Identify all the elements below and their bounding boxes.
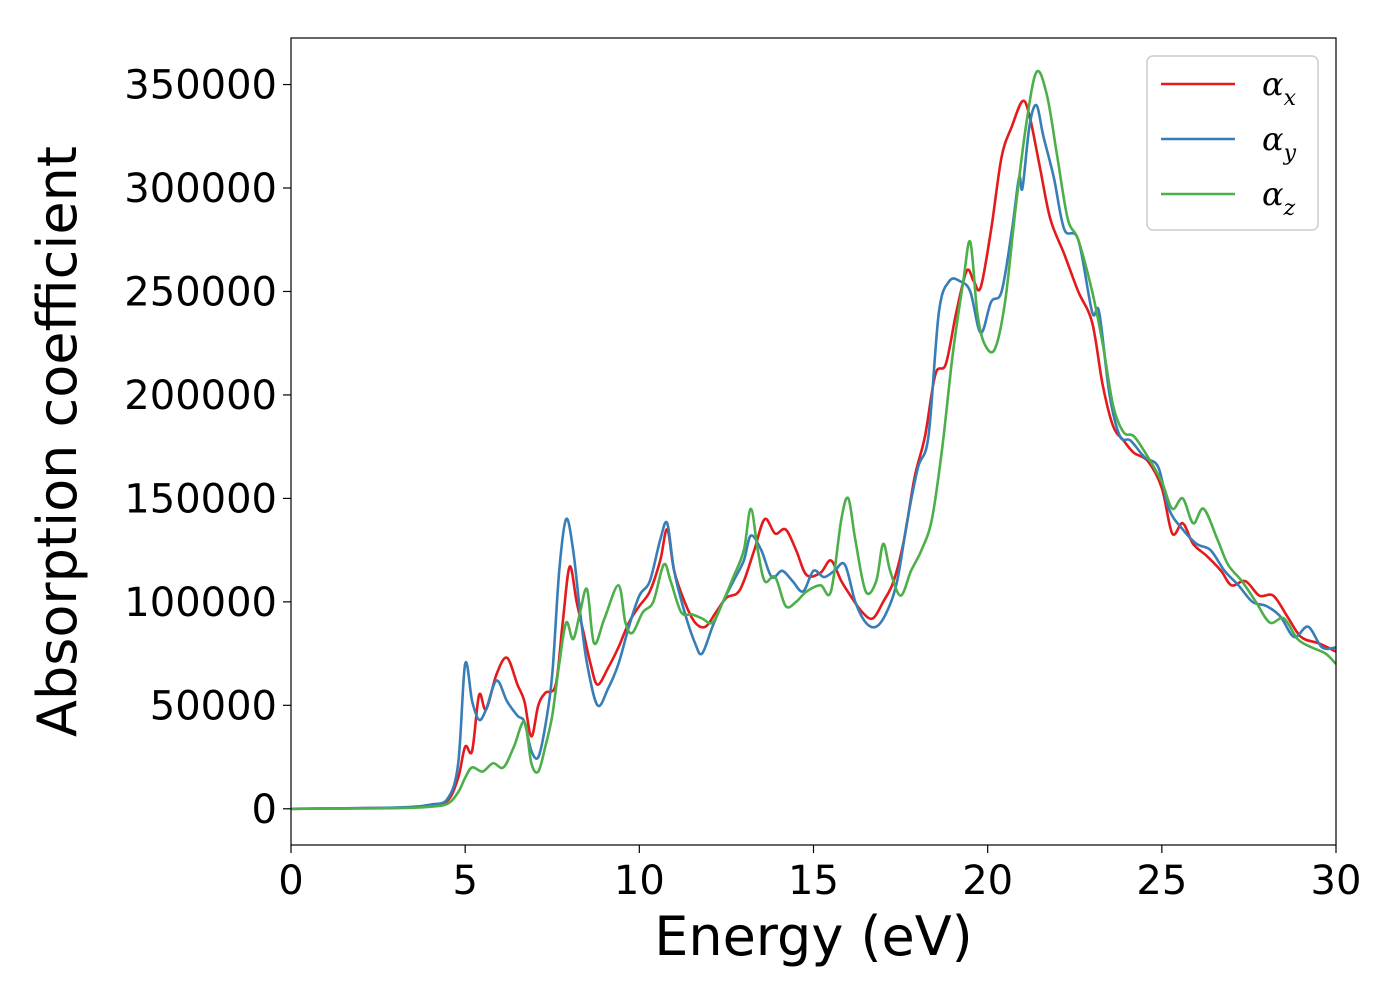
x-tick-label: 25 bbox=[1136, 858, 1187, 904]
y-tick-label: 50000 bbox=[150, 683, 277, 729]
x-tick-label: 15 bbox=[788, 858, 839, 904]
x-tick-label: 0 bbox=[278, 858, 303, 904]
series-line-y bbox=[291, 103, 1336, 811]
x-tick-label: 30 bbox=[1311, 858, 1362, 904]
x-axis-title: Energy (eV) bbox=[654, 905, 973, 968]
x-axis: 0 5 10 15 20 25 30 bbox=[278, 845, 1361, 904]
legend-label-x: αx bbox=[1262, 65, 1297, 111]
legend-label-y: αy bbox=[1262, 120, 1297, 166]
y-tick-label: 200000 bbox=[124, 373, 277, 419]
y-axis: 0 50000 100000 150000 200000 250000 300000 3500… bbox=[124, 63, 291, 833]
y-tick-label: 0 bbox=[252, 787, 277, 833]
x-tick-label: 5 bbox=[452, 858, 477, 904]
legend-box bbox=[1146, 55, 1319, 231]
legend-label-z: αz bbox=[1262, 175, 1296, 221]
y-tick-label: 150000 bbox=[124, 476, 277, 522]
legend: αx αy αz bbox=[1146, 55, 1319, 231]
y-tick-label: 350000 bbox=[124, 63, 277, 109]
series-line-z bbox=[291, 69, 1336, 811]
y-axis-title: Absorption coefficient bbox=[26, 146, 89, 737]
plot-lines bbox=[291, 69, 1336, 811]
series-line-x bbox=[291, 99, 1336, 811]
y-tick-label: 250000 bbox=[124, 269, 277, 315]
x-tick-label: 20 bbox=[962, 858, 1013, 904]
y-tick-label: 300000 bbox=[124, 166, 277, 212]
x-tick-label: 10 bbox=[614, 858, 665, 904]
y-tick-label: 100000 bbox=[124, 580, 277, 626]
